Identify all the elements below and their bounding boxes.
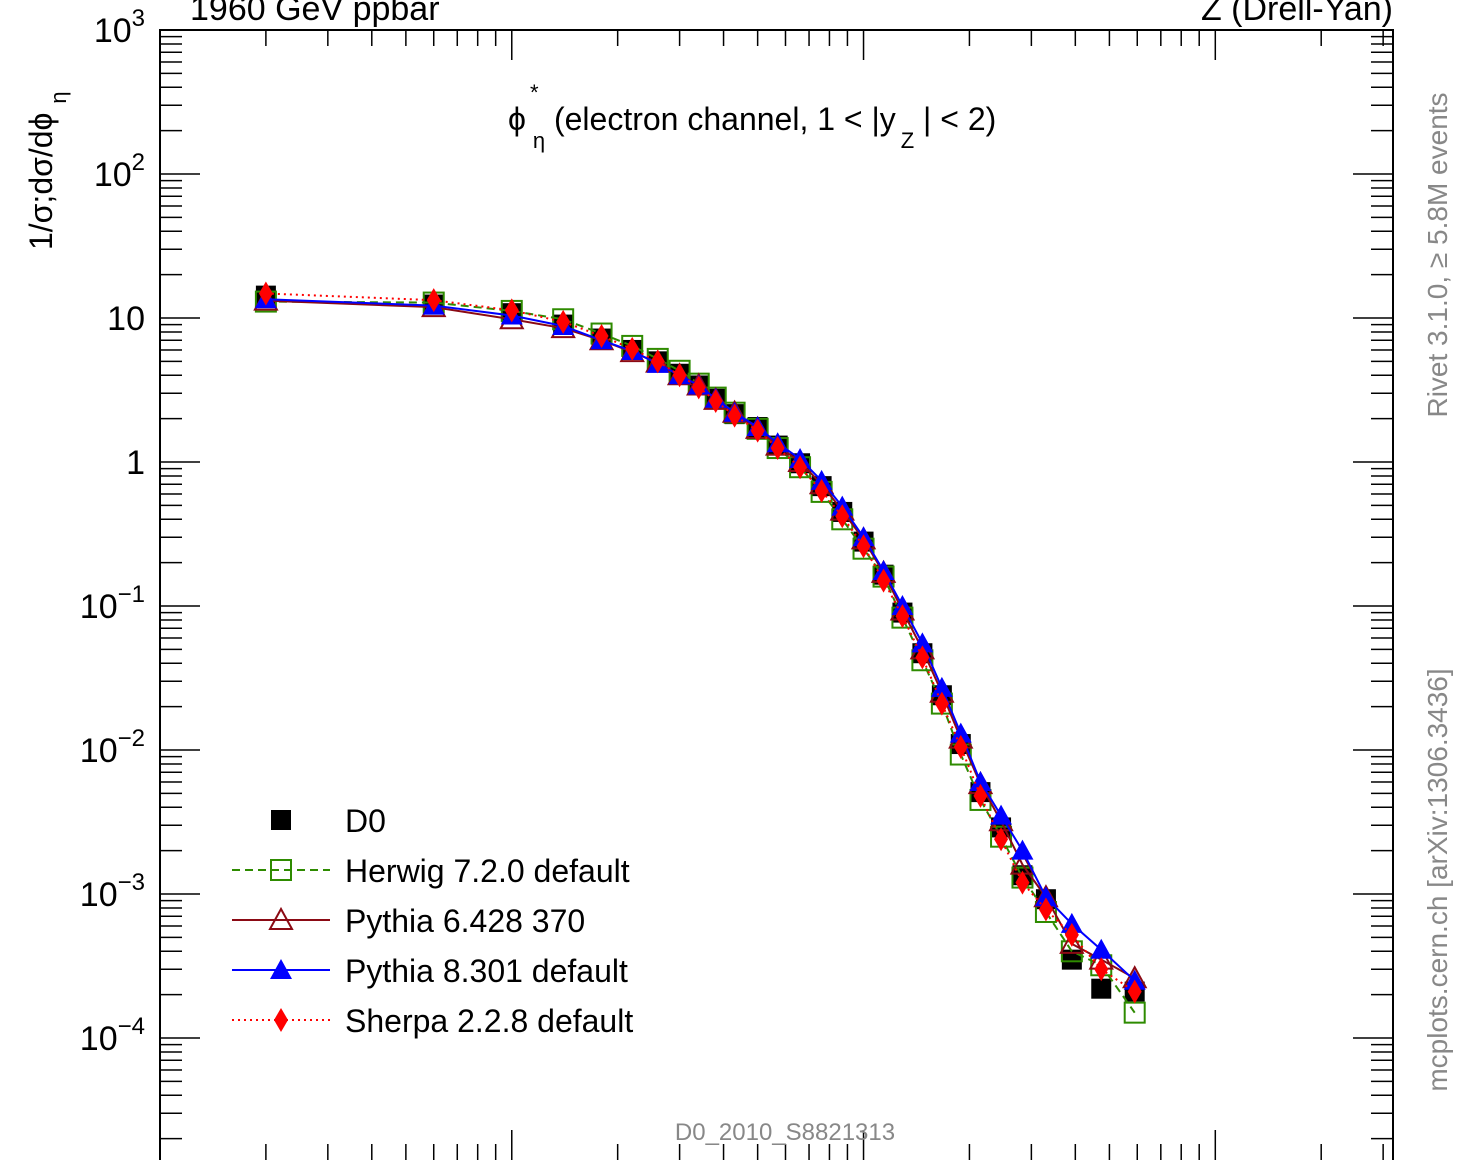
marker-open-square <box>270 859 292 881</box>
marker-diamond <box>672 363 687 388</box>
y-tick-label: 1 <box>126 444 145 482</box>
marker-diamond <box>994 827 1009 852</box>
marker-diamond <box>856 534 871 559</box>
side-text-top: Rivet 3.1.0, ≥ 5.8M events <box>1422 92 1453 417</box>
marker-diamond <box>793 455 808 480</box>
title-sup-star: * <box>530 80 539 105</box>
legend-label: Sherpa 2.2.8 default <box>345 1003 633 1039</box>
marker-square <box>271 810 291 830</box>
marker-diamond <box>426 288 441 313</box>
legend: D0 Herwig 7.2.0 default Pythia 6.428 370 Py… <box>232 803 633 1039</box>
y-tick-label: 10−2 <box>80 725 145 770</box>
marker-diamond <box>915 645 930 670</box>
marker-diamond <box>708 389 723 414</box>
analysis-watermark: D0_2010_S8821313 <box>675 1119 895 1146</box>
title-phi: ϕ <box>508 101 526 137</box>
marker-diamond <box>895 604 910 629</box>
marker-triangle <box>990 804 1013 825</box>
marker-diamond <box>504 298 519 323</box>
legend-entry: Pythia 8.301 default <box>232 953 628 989</box>
marker-diamond <box>835 504 850 529</box>
legend-entry: Herwig 7.2.0 default <box>232 853 630 889</box>
legend-entry: Pythia 6.428 370 <box>232 903 585 939</box>
legend-label: Herwig 7.2.0 default <box>345 853 630 889</box>
y-tick-label: 10 <box>107 300 145 338</box>
legend-label: D0 <box>345 803 386 839</box>
header-left: 1960 GeV ppbar <box>190 0 440 28</box>
marker-diamond <box>814 478 829 503</box>
legend-label: Pythia 8.301 default <box>345 953 628 989</box>
marker-diamond <box>953 734 968 759</box>
title-sub-eta: η <box>533 128 545 153</box>
side-text-bottom: mcplots.cern.ch [arXiv:1306.3436] <box>1422 668 1453 1091</box>
marker-diamond <box>1064 922 1079 947</box>
series-sherpa-2-2-8-default <box>258 281 1142 1004</box>
marker-triangle <box>930 676 953 697</box>
plot-title: ϕ η (electron channel, 1 < |y Z | < 2) <box>508 101 996 155</box>
marker-diamond <box>934 691 949 716</box>
marker-diamond <box>691 375 706 400</box>
svg-text:1/σ;dσ/dϕ η: 1/σ;dσ/dϕ η <box>23 91 71 250</box>
marker-diamond <box>1038 897 1053 922</box>
plot-frame <box>159 29 1394 1160</box>
legend-entry: Sherpa 2.2.8 default <box>232 1003 633 1039</box>
y-tick-label: 10−4 <box>80 1013 145 1058</box>
marker-square <box>1091 978 1112 999</box>
marker-triangle <box>911 632 934 653</box>
title-sub-z: Z <box>901 128 914 153</box>
marker-triangle <box>1090 938 1113 959</box>
y-axis-label: 1/σ;dσ/dϕ η <box>23 91 71 250</box>
marker-diamond <box>258 281 273 306</box>
marker-diamond <box>770 436 785 461</box>
legend-entry: D0 <box>271 803 386 839</box>
axis-ticks <box>159 29 1393 1160</box>
marker-diamond <box>274 1008 288 1032</box>
marker-triangle <box>949 722 972 743</box>
marker-diamond <box>556 309 571 334</box>
marker-open-triangle <box>1059 930 1085 954</box>
marker-diamond <box>1127 979 1142 1004</box>
y-tick-label: 10−1 <box>80 581 145 626</box>
marker-triangle <box>1034 886 1057 907</box>
marker-triangle <box>270 959 292 979</box>
series-line <box>265 292 1136 993</box>
y-tick-label: 102 <box>94 149 145 194</box>
marker-triangle <box>969 770 992 791</box>
series-layer <box>253 281 1148 1024</box>
marker-diamond <box>594 323 609 348</box>
marker-diamond <box>750 418 765 443</box>
marker-diamond <box>876 568 891 593</box>
header-right: Z (Drell-Yan) <box>1201 0 1393 28</box>
marker-diamond <box>727 403 742 428</box>
marker-diamond <box>973 783 988 808</box>
marker-diamond <box>625 336 640 361</box>
marker-diamond <box>1094 957 1109 982</box>
y-tick-label: 10−3 <box>80 869 145 914</box>
marker-diamond <box>1015 870 1030 895</box>
title-text: (electron channel, 1 < |y <box>554 101 896 137</box>
marker-diamond <box>650 349 665 374</box>
title-end: | < 2) <box>923 101 996 137</box>
marker-triangle <box>1011 839 1034 860</box>
y-tick-label: 103 <box>94 5 145 50</box>
marker-open-triangle <box>268 906 294 930</box>
legend-label: Pythia 6.428 370 <box>345 903 585 939</box>
